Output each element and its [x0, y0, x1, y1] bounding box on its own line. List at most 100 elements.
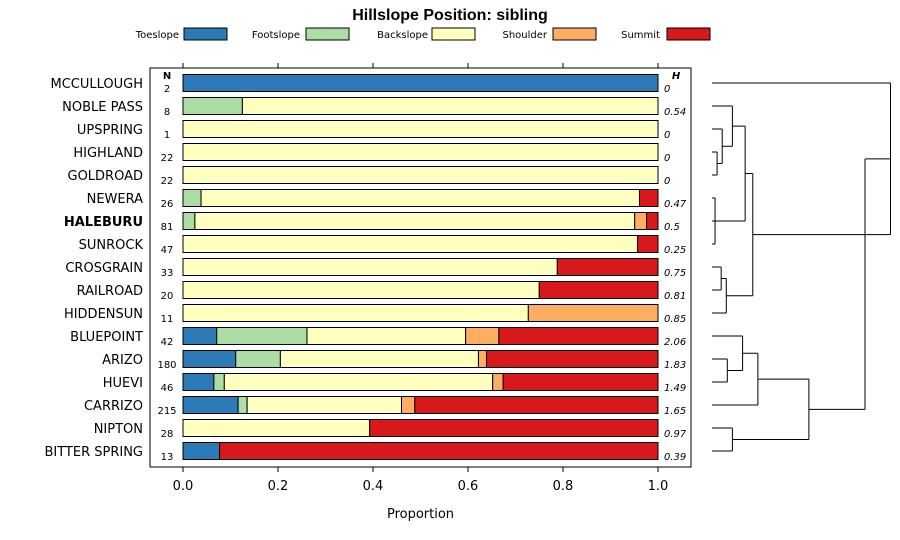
- bars-group: [182, 74, 659, 460]
- n-value-bluepoint: 42: [161, 337, 174, 348]
- chart-title: Hillslope Position: sibling: [352, 7, 548, 24]
- bar-newera-backslope: [200, 189, 640, 207]
- bar-huevi-summit: [502, 373, 659, 391]
- bar-carrizo-shoulder: [401, 396, 416, 414]
- row-label-highland: HIGHLAND: [73, 146, 143, 161]
- n-value-sunrock: 47: [161, 245, 174, 256]
- h-value-railroad: 0.81: [664, 291, 686, 302]
- row-label-carrizo: CARRIZO: [84, 399, 143, 414]
- x-tick-label: 0.6: [458, 479, 479, 494]
- legend-swatch-toeslope: [183, 27, 228, 41]
- h-value-carrizo: 1.65: [664, 406, 686, 417]
- bar-newera-footslope: [182, 189, 202, 207]
- row-label-hiddensun: HIDDENSUN: [64, 307, 143, 322]
- row-label-haleburu: HALEBURU: [64, 215, 143, 230]
- bar-arizo-footslope: [235, 350, 281, 368]
- row-label-newera: NEWERA: [87, 192, 144, 207]
- h-value-highland: 0: [664, 153, 670, 164]
- bar-haleburu-footslope: [182, 212, 196, 230]
- legend-label-backslope: Backslope: [377, 30, 428, 41]
- x-axis-title: Proportion: [387, 507, 454, 522]
- n-value-noble-pass: 8: [164, 107, 170, 118]
- n-value-railroad: 20: [161, 291, 174, 302]
- h-value-crosgrain: 0.75: [664, 268, 686, 279]
- h-value-mccullough: 0: [664, 84, 670, 95]
- x-tick-label: 0.8: [553, 479, 574, 494]
- bar-upspring-backslope: [182, 120, 659, 138]
- row-label-bitter-spring: BITTER SPRING: [44, 445, 143, 460]
- n-value-mccullough: 2: [164, 84, 170, 95]
- h-value-goldroad: 0: [664, 176, 670, 187]
- h-value-noble-pass: 0.54: [664, 107, 686, 118]
- legend-swatch-footslope: [305, 27, 350, 41]
- bar-goldroad-backslope: [182, 166, 659, 184]
- h-value-hiddensun: 0.85: [664, 314, 686, 325]
- bar-bluepoint-toeslope: [182, 327, 218, 345]
- bar-crosgrain-backslope: [182, 258, 558, 276]
- bar-bluepoint-footslope: [216, 327, 308, 345]
- legend-swatch-summit: [666, 27, 711, 41]
- legend-swatch-backslope: [431, 27, 476, 41]
- bar-arizo-summit: [486, 350, 659, 368]
- row-label-sunrock: SUNROCK: [79, 238, 144, 253]
- x-tick-label: 0.0: [173, 479, 194, 494]
- bar-arizo-backslope: [279, 350, 479, 368]
- bar-crosgrain-summit: [556, 258, 659, 276]
- bar-noble-pass-backslope: [241, 97, 659, 115]
- row-label-arizo: ARIZO: [102, 353, 143, 368]
- h-value-newera: 0.47: [664, 199, 687, 210]
- h-value-upspring: 0: [664, 130, 670, 141]
- bar-carrizo-backslope: [246, 396, 403, 414]
- h-column-header: H: [672, 71, 681, 82]
- bar-huevi-shoulder: [492, 373, 504, 391]
- bar-railroad-backslope: [182, 281, 540, 299]
- h-value-nipton: 0.97: [664, 429, 687, 440]
- dendrogram: [712, 82, 891, 452]
- x-tick-label: 1.0: [648, 479, 669, 494]
- row-label-goldroad: GOLDROAD: [68, 169, 144, 184]
- n-value-upspring: 1: [164, 130, 170, 141]
- bar-sunrock-backslope: [182, 235, 639, 253]
- h-value-haleburu: 0.5: [664, 222, 680, 233]
- x-tick-label: 0.4: [363, 479, 384, 494]
- bar-bitter-spring-summit: [219, 442, 659, 460]
- bar-arizo-shoulder: [477, 350, 488, 368]
- n-value-bitter-spring: 13: [161, 452, 174, 463]
- n-value-hiddensun: 11: [161, 314, 174, 325]
- n-value-crosgrain: 33: [161, 268, 174, 279]
- bar-mccullough-toeslope: [182, 74, 659, 92]
- bar-bluepoint-summit: [498, 327, 659, 345]
- x-axis: 0.0 0.2 0.4 0.6 0.8 1.0: [173, 63, 669, 494]
- row-label-crosgrain: CROSGRAIN: [65, 261, 143, 276]
- legend-label-summit: Summit: [621, 30, 660, 41]
- row-labels: MCCULLOUGH NOBLE PASS UPSPRING HIGHLAND GOLD…: [44, 77, 143, 460]
- bar-haleburu-shoulder: [634, 212, 648, 230]
- legend-label-footslope: Footslope: [252, 30, 300, 41]
- bar-huevi-toeslope: [182, 373, 215, 391]
- h-labels: 0 0.54 0 0 0 0.47 0.5 0.25 0.75 0.81 0.85 2.06 1.83 1…: [664, 84, 687, 463]
- bar-hiddensun-backslope: [182, 304, 529, 322]
- bar-bluepoint-shoulder: [465, 327, 500, 345]
- bar-carrizo-summit: [414, 396, 659, 414]
- h-value-huevi: 1.49: [664, 383, 686, 394]
- n-value-huevi: 46: [161, 383, 174, 394]
- bar-haleburu-summit: [646, 212, 659, 230]
- legend-swatch-shoulder: [552, 27, 597, 41]
- bar-nipton-backslope: [182, 419, 371, 437]
- bar-nipton-summit: [369, 419, 659, 437]
- bar-bluepoint-backslope: [306, 327, 467, 345]
- n-value-goldroad: 22: [161, 176, 174, 187]
- bar-huevi-backslope: [223, 373, 494, 391]
- bar-carrizo-toeslope: [182, 396, 239, 414]
- bar-arizo-toeslope: [182, 350, 237, 368]
- bar-carrizo-footslope: [237, 396, 248, 414]
- bar-huevi-footslope: [213, 373, 225, 391]
- h-value-bitter-spring: 0.39: [664, 452, 686, 463]
- bar-hiddensun-shoulder: [527, 304, 659, 322]
- n-value-haleburu: 81: [161, 222, 174, 233]
- row-label-railroad: RAILROAD: [77, 284, 143, 299]
- n-value-newera: 26: [161, 199, 174, 210]
- row-label-bluepoint: BLUEPOINT: [70, 330, 143, 345]
